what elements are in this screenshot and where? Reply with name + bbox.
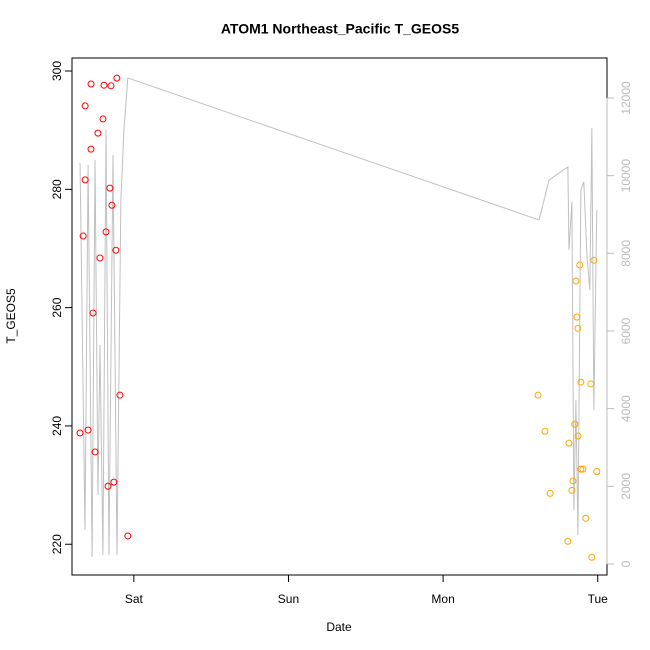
point (106, 184, 114, 192)
point (104, 482, 112, 490)
point (574, 432, 582, 440)
y2-tick-label: 12000 (619, 81, 633, 115)
point (91, 448, 99, 456)
point (87, 80, 95, 88)
x-tick-label: Tue (588, 592, 609, 606)
altitude-line (79, 77, 598, 558)
point (582, 514, 590, 522)
point (569, 477, 577, 485)
point (124, 532, 132, 540)
point (107, 82, 115, 90)
point (87, 145, 95, 153)
point (588, 553, 596, 561)
point (590, 256, 598, 264)
plot-frame (71, 57, 608, 576)
y2-tick-label: 4000 (619, 395, 633, 422)
point (572, 277, 580, 285)
point (81, 102, 89, 110)
chart-title: ATOM1 Northeast_Pacific T_GEOS5 (221, 21, 460, 37)
point (546, 489, 554, 497)
point (574, 324, 582, 332)
point (571, 420, 579, 428)
point (593, 467, 601, 475)
point (96, 254, 104, 262)
point (100, 81, 108, 89)
point (577, 465, 585, 473)
point (84, 426, 92, 434)
y-tick-label: 280 (50, 179, 64, 199)
point (564, 537, 572, 545)
y-axis-title: T_GEOS5 (4, 288, 18, 344)
y-tick-label: 220 (50, 534, 64, 554)
point (89, 309, 97, 317)
point (81, 176, 89, 184)
point (102, 228, 110, 236)
y-tick-label: 300 (50, 61, 64, 81)
point (110, 478, 118, 486)
x-tick-label: Mon (431, 592, 454, 606)
y-tick-label: 240 (50, 416, 64, 436)
y2-tick-label: 2000 (619, 473, 633, 500)
x-axis-title: Date (326, 620, 352, 634)
point (113, 74, 121, 82)
y2-tick-label: 10000 (619, 159, 633, 193)
y2-tick-label: 6000 (619, 317, 633, 344)
x-tick-label: Sat (125, 592, 144, 606)
point (112, 246, 120, 254)
point (577, 378, 585, 386)
y2-tick-label: 0 (619, 560, 633, 567)
point (587, 380, 595, 388)
point (541, 427, 549, 435)
point (579, 465, 587, 473)
point (108, 201, 116, 209)
point (99, 115, 107, 123)
point (76, 429, 84, 437)
point (573, 313, 581, 321)
point (568, 486, 576, 494)
point (116, 391, 124, 399)
point (565, 439, 573, 447)
y2-tick-label: 8000 (619, 240, 633, 267)
point (576, 261, 584, 269)
point (94, 129, 102, 137)
point (79, 232, 87, 240)
x-tick-label: Sun (278, 592, 299, 606)
y-tick-label: 260 (50, 297, 64, 317)
point (534, 391, 542, 399)
